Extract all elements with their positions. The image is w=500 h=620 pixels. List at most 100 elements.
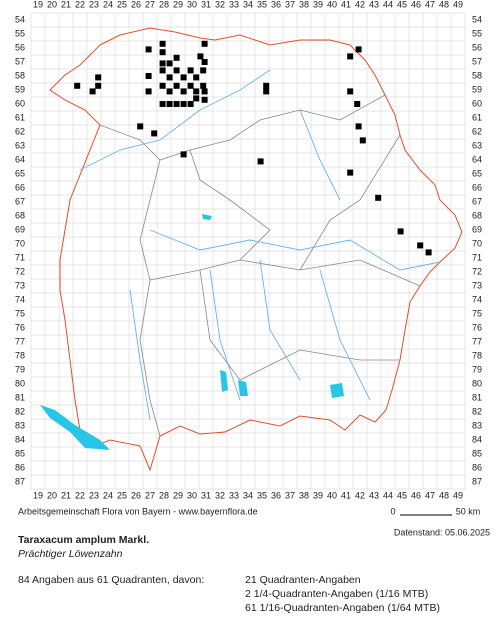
occurrence-dot <box>187 67 194 74</box>
row-label: 55 <box>15 28 25 38</box>
column-label: 47 <box>425 0 435 9</box>
occurrence-dot <box>355 46 362 53</box>
lake <box>330 383 344 398</box>
row-label: 58 <box>15 70 25 80</box>
column-label: 23 <box>89 0 99 9</box>
row-label: 83 <box>15 420 25 430</box>
row-label: 80 <box>472 378 482 388</box>
occurrence-dot <box>201 88 208 95</box>
column-label: 26 <box>131 490 141 500</box>
column-label: 43 <box>369 490 379 500</box>
occurrence-dot <box>173 101 180 107</box>
occurrence-dot <box>166 74 173 81</box>
row-label: 72 <box>15 266 25 276</box>
occurrence-dot <box>159 49 166 56</box>
row-label: 84 <box>15 434 25 444</box>
column-label: 31 <box>201 0 211 9</box>
occurrence-dot <box>159 101 166 107</box>
subtitle: Prächtiger Löwenzahn <box>18 548 123 560</box>
column-label: 45 <box>397 0 407 9</box>
detail: 61 1/16-Quadranten-Angaben (1/64 MTB) <box>245 602 440 614</box>
occurrence-dot <box>354 101 361 107</box>
occurrence-dot <box>137 123 144 130</box>
occurrence-dot <box>89 88 96 95</box>
row-label: 67 <box>472 196 482 206</box>
column-label: 24 <box>103 0 113 9</box>
column-label: 47 <box>425 490 435 500</box>
column-label: 25 <box>117 490 127 500</box>
row-label: 54 <box>15 14 25 24</box>
occurrence-dot <box>347 169 354 176</box>
occurrence-dot <box>347 53 354 60</box>
column-label: 49 <box>453 0 463 9</box>
row-label: 61 <box>472 112 482 122</box>
row-label: 64 <box>472 154 482 164</box>
row-label: 78 <box>472 350 482 360</box>
row-label: 71 <box>15 252 25 262</box>
column-label: 21 <box>61 490 71 500</box>
occurrence-dot <box>159 67 166 74</box>
column-label: 22 <box>75 0 85 9</box>
column-label: 41 <box>341 490 351 500</box>
row-label: 60 <box>15 98 25 108</box>
district-borders <box>99 94 421 437</box>
row-label: 74 <box>472 294 482 304</box>
occurrence-dot <box>193 95 200 102</box>
column-label: 22 <box>75 490 85 500</box>
row-label: 68 <box>15 210 25 220</box>
row-label: 84 <box>472 434 482 444</box>
grid: 19 19 20 20 21 21 22 22 23 23 24 24 25 25 26 26 27 27 28 28… <box>15 0 482 500</box>
occurrence-dot <box>355 123 362 130</box>
row-label: 82 <box>472 406 482 416</box>
row-label: 71 <box>472 252 482 262</box>
column-label: 36 <box>271 490 281 500</box>
occurrence-dot <box>187 101 194 107</box>
scale-start: 0 <box>390 506 395 516</box>
row-label: 70 <box>472 238 482 248</box>
occurrence-dot <box>145 73 152 79</box>
column-label: 38 <box>299 490 309 500</box>
rivers <box>79 69 441 421</box>
column-label: 41 <box>341 0 351 9</box>
row-label: 79 <box>15 364 25 374</box>
column-label: 21 <box>61 0 71 9</box>
occurrence-dot <box>145 46 152 53</box>
column-label: 28 <box>159 0 169 9</box>
occurrence-dot <box>201 40 208 47</box>
row-label: 78 <box>15 350 25 360</box>
occurrence-dot <box>257 158 264 165</box>
row-label: 86 <box>15 462 25 472</box>
occurrence-dot <box>375 194 382 201</box>
occurrence-dot <box>173 82 180 89</box>
row-label: 65 <box>472 168 482 178</box>
row-label: 67 <box>15 196 25 206</box>
column-label: 34 <box>243 0 253 9</box>
occurrence-dot <box>180 88 187 95</box>
column-label: 20 <box>47 0 57 9</box>
title: Taraxacum amplum Markl. <box>18 534 149 546</box>
column-label: 19 <box>33 490 43 500</box>
column-label: 38 <box>299 0 309 9</box>
occurrence-dot <box>159 82 166 89</box>
column-label: 37 <box>285 0 295 9</box>
occurrence-dot <box>159 40 166 47</box>
row-label: 54 <box>472 14 482 24</box>
occurrence-dot <box>166 101 173 107</box>
lake-constance <box>40 405 110 450</box>
date: Datenstand: 05.06.2025 <box>394 527 490 537</box>
occurrence-dot <box>263 82 270 89</box>
occurrence-dot <box>173 54 180 61</box>
occurrence-dot <box>166 88 173 95</box>
column-label: 48 <box>439 490 449 500</box>
row-label: 57 <box>15 56 25 66</box>
column-label: 27 <box>145 490 155 500</box>
occurrence-dot <box>187 82 194 89</box>
column-label: 42 <box>355 0 365 9</box>
column-label: 45 <box>397 490 407 500</box>
row-label: 77 <box>472 336 482 346</box>
occurrence-dot <box>151 130 158 137</box>
row-label: 70 <box>15 238 25 248</box>
column-label: 23 <box>89 490 99 500</box>
row-label: 69 <box>15 224 25 234</box>
